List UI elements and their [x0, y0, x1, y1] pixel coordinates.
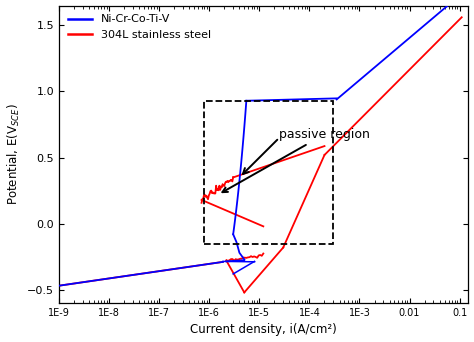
Y-axis label: Potential, E(V$_{SCE}$): Potential, E(V$_{SCE}$): [6, 104, 22, 205]
X-axis label: Current density, i(A/cm²): Current density, i(A/cm²): [191, 324, 337, 337]
Bar: [204, 101, 333, 244]
Text: passive region: passive region: [222, 128, 370, 192]
Legend: Ni-Cr-Co-Ti-V, 304L stainless steel: Ni-Cr-Co-Ti-V, 304L stainless steel: [64, 11, 215, 43]
